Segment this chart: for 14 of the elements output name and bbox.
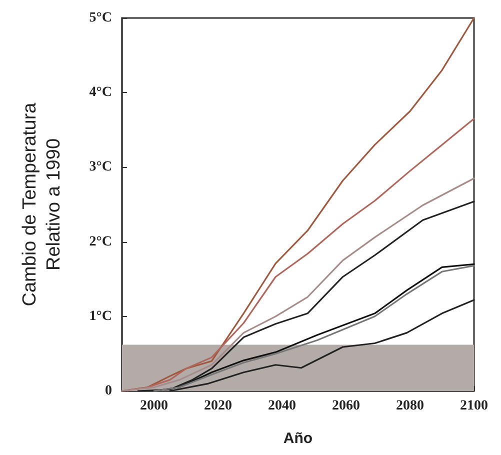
x-tick-label: 2080 (396, 398, 424, 414)
x-tick-label: 2060 (332, 398, 360, 414)
y-tick-label: 2°C (89, 234, 112, 250)
y-tick-label: 5°C (89, 10, 112, 26)
x-tick-label: 2100 (460, 398, 488, 414)
x-tick-label: 2020 (204, 398, 232, 414)
y-tick-label: 4°C (89, 85, 112, 100)
y-tick-label: 3°C (89, 160, 112, 175)
y-axis-title: Cambio de Temperatura Relativo a 1990 (20, 102, 64, 306)
x-tick-label: 2040 (268, 398, 296, 414)
y-tick-label: 1°C (89, 308, 112, 324)
x-tick-label: 2000 (140, 398, 168, 414)
y-tick-label: 0 (105, 384, 112, 398)
x-axis-title: Año (283, 430, 313, 447)
